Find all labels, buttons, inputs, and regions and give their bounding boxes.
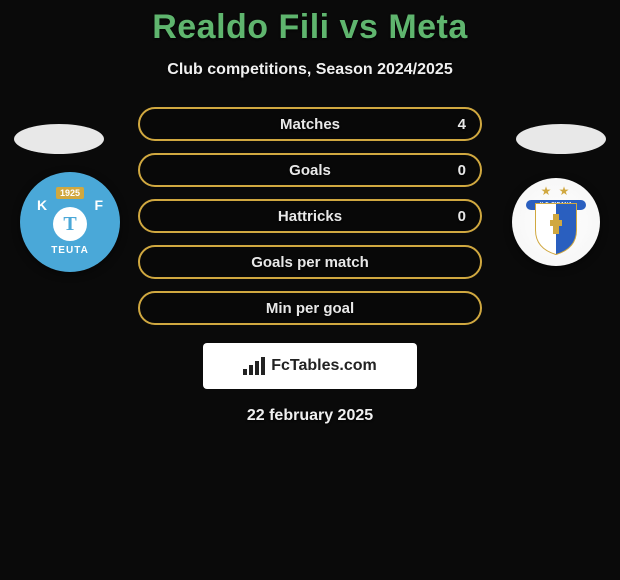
player-marker-right [516, 124, 606, 154]
stat-label: Goals [289, 162, 331, 179]
badge-bottom-text: TEUTA [51, 245, 89, 256]
badge-letter-k: K [37, 197, 47, 213]
stat-row-min-per-goal: Min per goal [138, 291, 482, 325]
stat-right-value: 4 [458, 116, 466, 133]
date-text: 22 february 2025 [0, 407, 620, 425]
stat-label: Hattricks [278, 208, 342, 225]
club-badge-left: 1925 K F T TEUTA [20, 172, 120, 272]
page-title: Realdo Fili vs Meta [0, 0, 620, 47]
stat-label: Goals per match [251, 254, 369, 271]
stars-icon: ★ ★ [541, 184, 572, 198]
chart-icon [243, 357, 265, 375]
subtitle: Club competitions, Season 2024/2025 [0, 61, 620, 79]
stat-row-goals-per-match: Goals per match [138, 245, 482, 279]
badge-left-inner: 1925 K F T TEUTA [31, 183, 109, 261]
badge-year: 1925 [56, 187, 84, 199]
stat-label: Min per goal [266, 300, 354, 317]
stat-right-value: 0 [458, 162, 466, 179]
watermark: FcTables.com [203, 343, 417, 389]
shield-icon [532, 200, 580, 256]
club-badge-right: ★ ★ K.F. TIRANA [512, 178, 600, 266]
stat-label: Matches [280, 116, 340, 133]
stat-row-hattricks: Hattricks 0 [138, 199, 482, 233]
stat-row-goals: Goals 0 [138, 153, 482, 187]
watermark-text: FcTables.com [271, 357, 377, 375]
stat-right-value: 0 [458, 208, 466, 225]
player-marker-left [14, 124, 104, 154]
badge-center-letter: T [53, 207, 87, 241]
badge-letter-f: F [94, 197, 103, 213]
stat-row-matches: Matches 4 [138, 107, 482, 141]
